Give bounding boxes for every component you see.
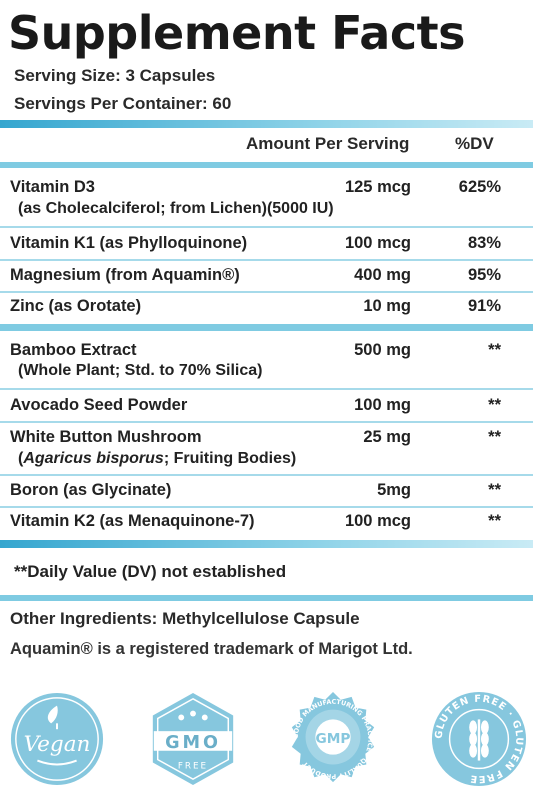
nutrient-name: Bamboo Extract	[10, 341, 137, 359]
footer-divider	[0, 540, 533, 548]
gmo-badge-text: GMO	[165, 733, 221, 753]
nutrient-amount: 100 mg	[354, 396, 411, 414]
species-name: Agaricus bisporus	[23, 450, 164, 467]
other-ingredients: Other Ingredients: Methylcellulose Capsu…	[10, 609, 360, 628]
nutrient-amount: 25 mg	[363, 428, 411, 446]
nutrient-dv: **	[488, 341, 501, 359]
panel-title: Supplement Facts	[8, 6, 466, 60]
gmo-free-badge-icon: GMO FREE	[152, 692, 234, 786]
nutrient-amount: 125 mcg	[344, 178, 411, 196]
nutrient-name: Vitamin K2 (as Menaquinone-7)	[10, 512, 255, 530]
nutrient-name: White Button Mushroom	[10, 428, 202, 446]
gluten-free-badge-icon: GLUTEN FREE · GLUTEN FREE	[431, 691, 527, 787]
header-divider	[0, 120, 533, 128]
nutrient-dv: 91%	[467, 297, 501, 315]
nutrient-detail: (as Cholecalciferol; from Lichen)(5000 I…	[18, 200, 334, 217]
nutrient-dv: **	[488, 512, 501, 530]
nutrient-amount: 100 mcg	[344, 234, 411, 252]
nutrient-dv: **	[488, 428, 501, 446]
nutrient-dv: **	[488, 481, 501, 499]
dv-header: %DV	[455, 134, 494, 153]
nutrient-detail-rest: ; Fruiting Bodies)	[163, 450, 297, 467]
nutrient-detail: (Whole Plant; Std. to 70% Silica)	[18, 362, 263, 379]
nutrient-name: Boron (as Glycinate)	[10, 481, 172, 499]
nutrient-detail: (Agaricus bisporus; Fruiting Bodies)	[18, 450, 297, 467]
nutrient-amount: 5mg	[377, 481, 411, 499]
nutrient-name: Vitamin D3	[10, 178, 95, 196]
nutrient-name: Avocado Seed Powder	[10, 396, 188, 414]
trademark-notice: Aquamin® is a registered trademark of Ma…	[10, 640, 413, 658]
vegan-badge-icon: Vegan	[10, 692, 104, 786]
row-divider	[0, 421, 533, 423]
serving-size: Serving Size: 3 Capsules	[14, 66, 216, 85]
servings-per-container: Servings Per Container: 60	[14, 94, 232, 113]
column-header-divider	[0, 162, 533, 168]
panel-bottom-border	[0, 595, 533, 601]
nutrient-dv: **	[488, 396, 501, 414]
row-divider	[0, 388, 533, 390]
dv-footnote: **Daily Value (DV) not established	[14, 562, 287, 581]
nutrient-dv: 83%	[467, 234, 501, 252]
nutrient-amount: 400 mg	[354, 266, 411, 284]
nutrient-name: Zinc (as Orotate)	[10, 297, 142, 315]
nutrient-name: Magnesium (from Aquamin®)	[10, 266, 240, 284]
vegan-badge-text: Vegan	[24, 732, 91, 757]
section-divider	[0, 324, 533, 331]
row-divider	[0, 506, 533, 508]
nutrient-amount: 100 mcg	[344, 512, 411, 530]
nutrient-amount: 10 mg	[363, 297, 411, 315]
gmp-badge-icon: GOOD MANUFACTURING PRACTICE · QUALITY PR…	[292, 691, 374, 783]
row-divider	[0, 474, 533, 476]
gmp-badge-text: GMP	[316, 731, 351, 747]
amount-header: Amount Per Serving	[246, 134, 410, 153]
row-divider	[0, 259, 533, 261]
nutrient-amount: 500 mg	[354, 341, 411, 359]
nutrient-name: Vitamin K1 (as Phylloquinone)	[10, 234, 248, 252]
nutrient-dv: 95%	[467, 266, 501, 284]
nutrient-dv: 625%	[458, 178, 501, 196]
gmo-badge-sub: FREE	[178, 761, 208, 771]
row-divider	[0, 291, 533, 293]
row-divider	[0, 226, 533, 228]
